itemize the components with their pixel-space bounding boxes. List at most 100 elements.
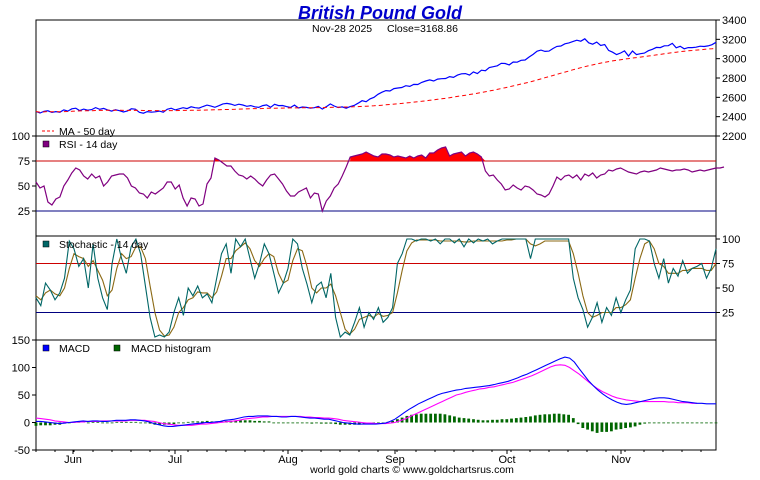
rsi-ytick-label: 25	[18, 206, 30, 218]
macd-hist-bar	[495, 419, 499, 423]
macd-hist-bar	[614, 422, 618, 430]
ma-legend-label: MA - 50 day	[59, 126, 116, 138]
macd-hist-bar	[690, 422, 694, 424]
macd-hist-bar	[39, 422, 43, 426]
price-ytick-label: 3200	[722, 34, 746, 46]
price-ytick-label: 2600	[722, 92, 746, 104]
macd-hist-bar	[377, 422, 380, 424]
macd-hist-bar	[505, 419, 509, 423]
macd-hist-bar	[538, 414, 542, 423]
macd-hist-bar	[391, 420, 394, 423]
macd-hist-bar	[567, 414, 570, 423]
macd-hist-bar	[533, 415, 537, 423]
stoch-ytick-label: 100	[722, 234, 740, 246]
macd-hist-bar	[177, 422, 180, 424]
macd-hist-bar	[472, 419, 475, 423]
macd-hist-bar	[557, 413, 561, 423]
macd-hist-bar	[115, 421, 119, 423]
macd-hist-bar	[134, 421, 138, 423]
macd-hist-legend-swatch	[113, 344, 121, 352]
macd-hist-bar	[272, 422, 276, 424]
macd-hist-bar	[144, 422, 147, 424]
reference-lines	[36, 160, 716, 313]
macd-hist-bar	[172, 422, 176, 425]
macd-hist-bar	[695, 422, 699, 424]
macd-hist-bar	[443, 414, 447, 423]
macd-hist-bar	[643, 422, 647, 424]
ma-50-line	[35, 47, 717, 113]
price-ytick-label: 3400	[722, 15, 746, 27]
macd-hist-bar	[281, 422, 285, 424]
macd-hist-bar	[396, 419, 399, 423]
macd-hist-bar	[262, 421, 266, 423]
macd-ytick-label: 150	[12, 335, 30, 347]
stoch-ytick-label: 75	[722, 259, 734, 271]
macd-hist-bar	[662, 422, 666, 424]
macd-hist-bar	[148, 422, 152, 424]
macd-hist-bar	[139, 422, 142, 424]
panel-frame-price	[35, 19, 717, 137]
macd-hist-bar	[552, 413, 556, 423]
macd-hist-bar	[529, 416, 532, 423]
macd-hist-bar	[462, 418, 466, 423]
price-ytick-label: 2200	[722, 131, 746, 143]
macd-hist-bar	[590, 422, 594, 432]
macd-hist-bar	[519, 417, 523, 423]
x-tick-label: Jul	[168, 454, 182, 466]
macd-hist-bar	[277, 422, 280, 424]
macd-hist-bar	[648, 422, 651, 424]
macd-hist-bar	[600, 422, 604, 432]
macd-hist-bar	[576, 422, 580, 425]
x-tick-label: Nov	[611, 454, 631, 466]
macd-hist-bar	[486, 420, 490, 423]
macd-hist-bar	[296, 422, 299, 424]
macd-hist-bar	[253, 420, 257, 423]
macd-hist-bar	[105, 422, 109, 424]
stoch-legend-label: Stochastic - 14 day	[59, 239, 149, 251]
stoch-d-line	[35, 238, 717, 337]
macd-hist-bar	[514, 418, 518, 423]
stoch-k-line	[35, 237, 717, 339]
macd-hist-bar	[500, 419, 504, 423]
macd-hist-bar	[671, 422, 675, 424]
chart-subtitle-date: Nov-28 2025	[312, 23, 372, 35]
macd-hist-bar	[243, 420, 247, 423]
macd-ytick-label: 100	[12, 363, 30, 375]
macd-hist-bar	[415, 414, 418, 423]
macd-hist-bar	[419, 413, 423, 423]
macd-hist-bar	[234, 420, 238, 423]
macd-hist-bar	[624, 422, 627, 428]
macd-hist-bar	[191, 421, 195, 423]
macd-hist-bar	[343, 422, 347, 425]
price-ytick-label: 2400	[722, 112, 746, 124]
macd-hist-bar	[524, 417, 528, 423]
macd-hist-bar	[676, 422, 680, 424]
macd-hist-bar	[300, 422, 304, 424]
macd-hist-bar	[129, 421, 133, 423]
macd-hist-bar	[714, 422, 718, 424]
macd-hist-bar	[571, 418, 575, 423]
panel-frame-rsi	[35, 135, 717, 237]
macd-hist-bar	[681, 422, 685, 424]
macd-ytick-label: 50	[18, 390, 30, 402]
macd-hist-bar	[700, 422, 704, 424]
macd-hist-bar	[633, 422, 637, 427]
macd-hist-bar	[201, 421, 204, 423]
macd-hist-bar	[652, 422, 656, 424]
macd-hist-bar	[315, 422, 318, 424]
macd-hist-bar	[510, 418, 513, 423]
macd-hist-bar	[324, 422, 328, 424]
rsi-ytick-label: 75	[18, 156, 30, 168]
stoch-ytick-label: 50	[722, 283, 734, 295]
macd-hist-bar	[186, 421, 190, 423]
macd-hist-bar	[34, 422, 38, 426]
macd-hist-bar	[338, 422, 342, 425]
macd-hist-bar	[619, 422, 623, 430]
macd-hist-bar	[686, 422, 689, 424]
macd-ytick-label: -50	[14, 445, 30, 457]
panel-frame-stoch	[35, 235, 717, 341]
macd-hist-bar	[205, 420, 209, 423]
macd-hist-legend-label: MACD histogram	[131, 343, 211, 355]
macd-hist-bar	[605, 422, 608, 432]
